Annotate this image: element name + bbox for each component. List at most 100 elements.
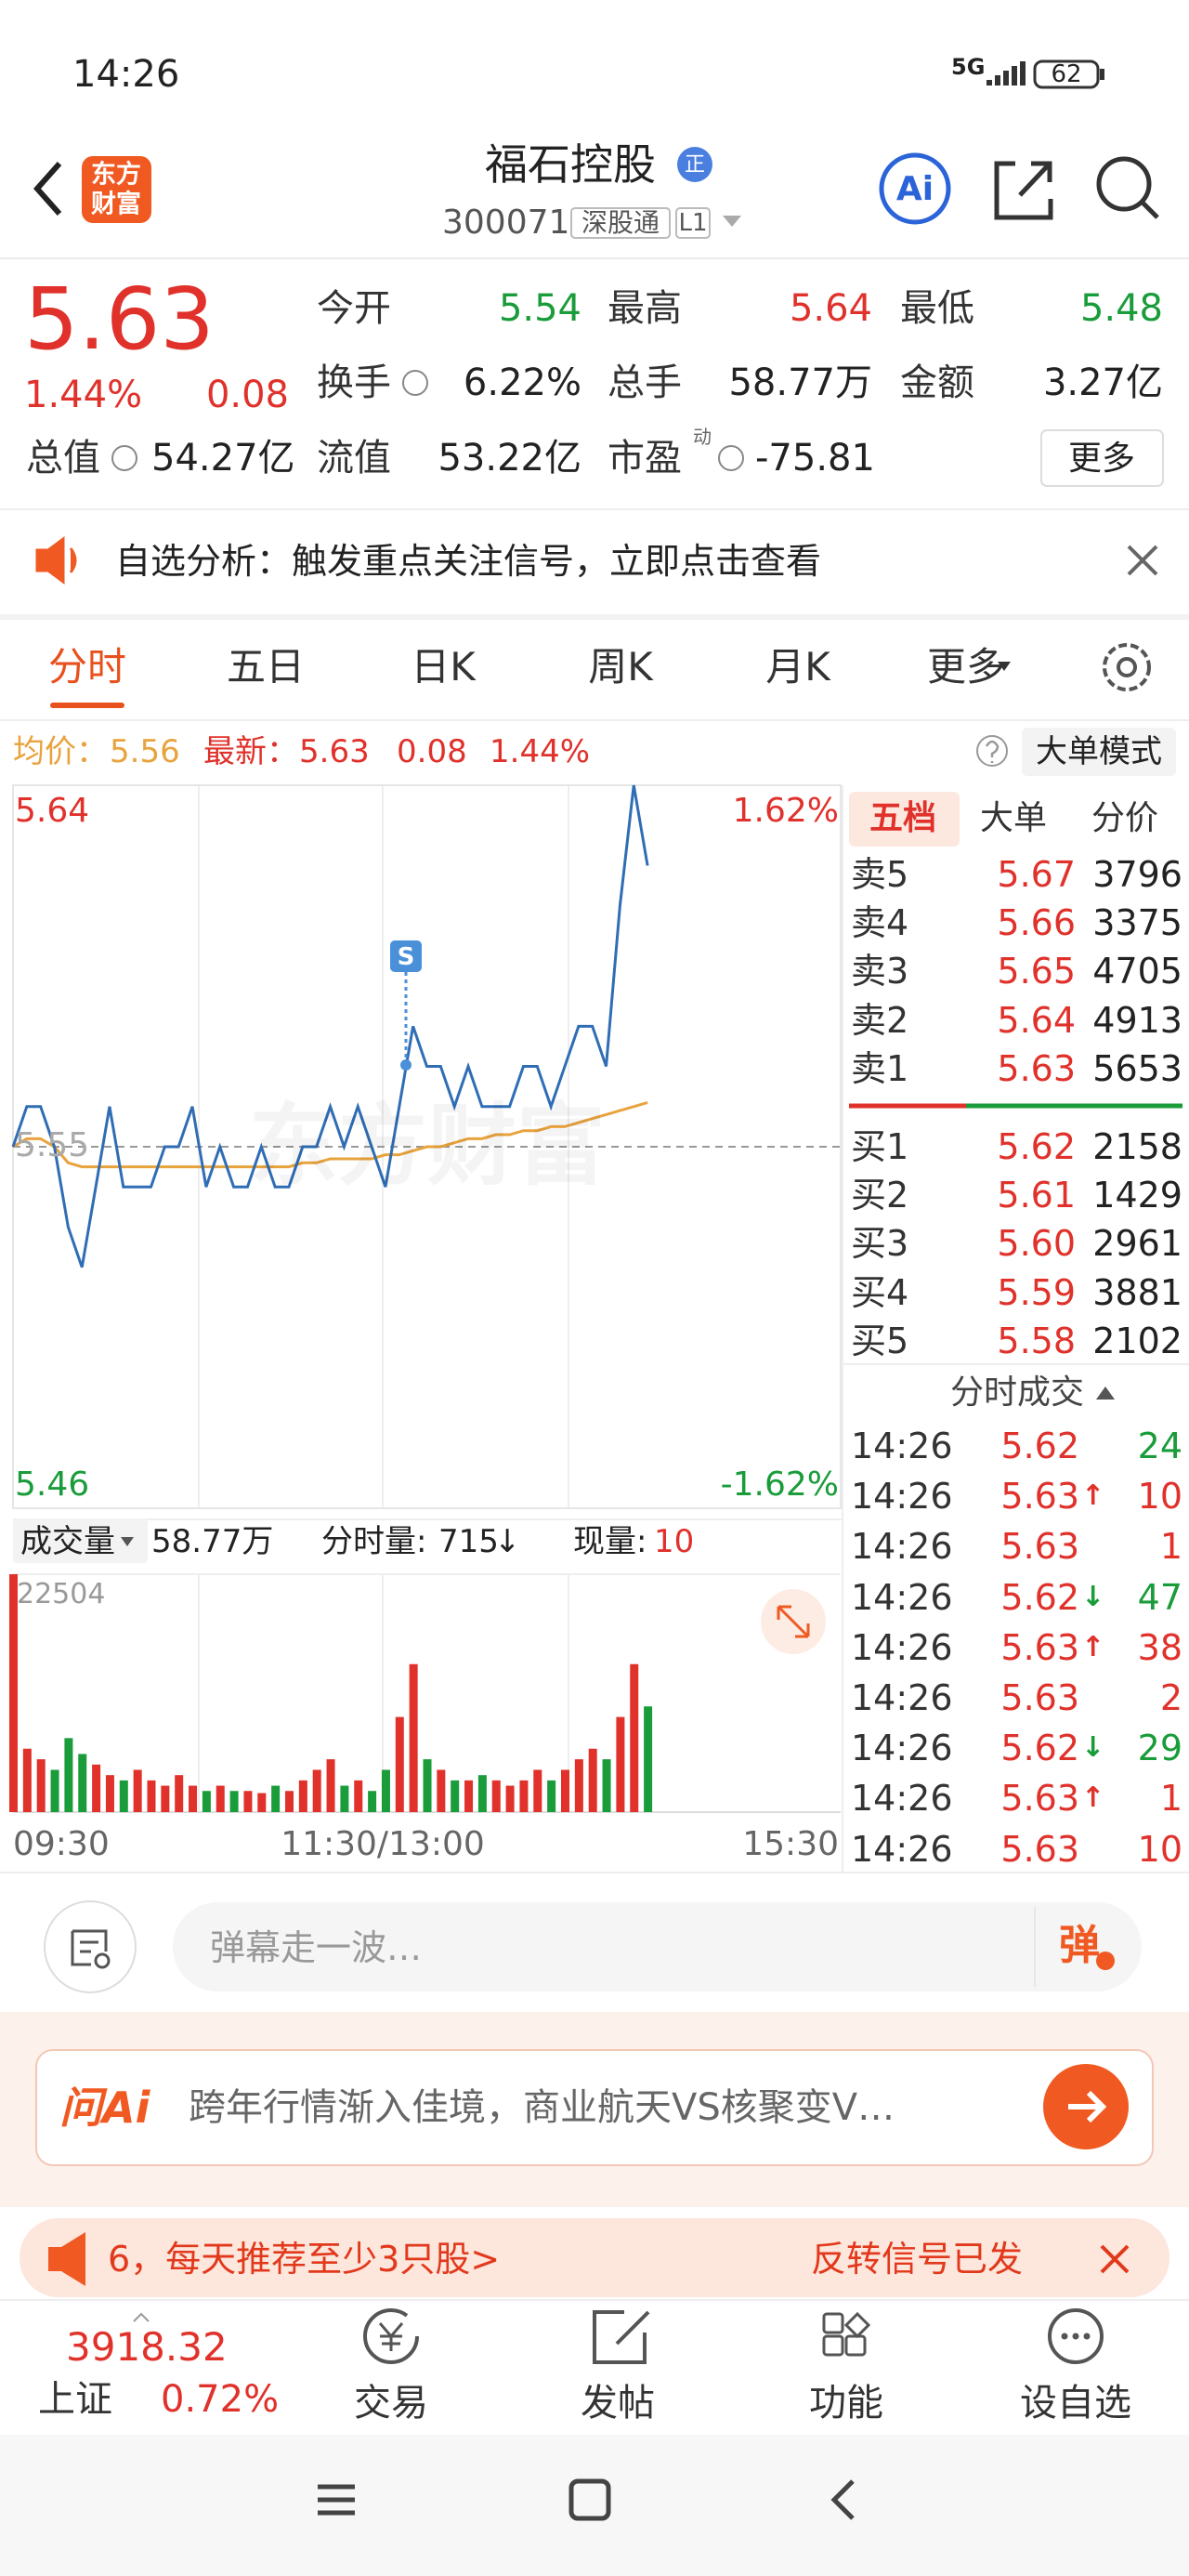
banner-text[interactable]: 自选分析：触发重点关注信号，立即点击查看	[115, 541, 822, 582]
more-button[interactable]	[1040, 429, 1164, 487]
nav-icon	[822, 2312, 844, 2334]
tab[interactable]: 五日	[226, 644, 306, 690]
signal-bar	[995, 75, 1000, 85]
volume-bar	[644, 1706, 653, 1812]
home-button[interactable]	[568, 2478, 611, 2521]
level: L1	[678, 209, 708, 237]
comment-placeholder[interactable]: 弹幕走一波…	[210, 1927, 423, 1968]
battery	[1033, 59, 1100, 89]
book-label: 卖1	[851, 1047, 909, 1089]
volume-max: 22504	[17, 1578, 106, 1610]
book-tab[interactable]: 五档	[869, 799, 937, 837]
search-button[interactable]	[1096, 156, 1152, 212]
ai-button[interactable]	[879, 152, 951, 225]
share-button[interactable]	[994, 161, 1053, 220]
nav-label[interactable]: 交易	[354, 2382, 428, 2425]
mode-label[interactable]: 大单模式	[1036, 733, 1162, 770]
tab[interactable]: 月K	[765, 644, 830, 690]
trades-title[interactable]: 分时成交	[949, 1373, 1085, 1412]
trade-volume: 47	[1137, 1576, 1182, 1618]
nav-icon	[822, 2334, 844, 2357]
index-pct: 0.72%	[161, 2378, 280, 2421]
more-button-label[interactable]: 更多	[1067, 440, 1136, 478]
help-mark	[985, 740, 1000, 763]
volume-bar	[437, 1769, 446, 1812]
book-label: 卖5	[851, 854, 909, 895]
volume-bar	[602, 1759, 611, 1812]
signal-bar	[986, 80, 992, 85]
volume-bar	[588, 1748, 597, 1812]
book-volume: 3796	[1092, 854, 1182, 895]
pct-label: -1.62%	[720, 1465, 839, 1504]
nav-label[interactable]: 功能	[809, 2382, 883, 2425]
trade-time: 14:26	[851, 1426, 953, 1466]
tab[interactable]: 日K	[411, 644, 476, 690]
volume-label[interactable]: 成交量	[20, 1523, 115, 1560]
back-nav[interactable]	[830, 2479, 855, 2520]
trade-price: 5.63	[1000, 1828, 1079, 1870]
ai-text[interactable]: 跨年行情渐入佳境，商业航天VS核聚变V…	[189, 2086, 895, 2129]
trade-arrow: ↑	[1081, 1630, 1105, 1663]
volume-bar	[161, 1785, 170, 1812]
danmaku-button[interactable]: 弹	[1059, 1922, 1100, 1969]
trade-time: 14:26	[851, 1778, 953, 1820]
book-tab[interactable]: 分价	[1091, 799, 1159, 837]
signal-bar	[1012, 66, 1017, 85]
volume-bar	[243, 1791, 253, 1812]
volume-bar	[64, 1738, 73, 1812]
ticker-text[interactable]: 反转信号已发	[811, 2239, 1024, 2280]
index-value[interactable]: 3918.32	[66, 2324, 228, 2370]
volume-selector[interactable]	[13, 1518, 148, 1563]
volume-bar	[22, 1748, 32, 1812]
close-icon[interactable]	[1100, 2244, 1130, 2274]
avg-value: 5.56	[110, 733, 180, 770]
mode-button[interactable]	[1022, 728, 1176, 776]
info-icon	[718, 445, 744, 471]
volume-bar	[189, 1785, 198, 1812]
book-price: 5.65	[997, 951, 1076, 992]
book-volume: 3375	[1092, 902, 1182, 944]
sort-arrow	[1096, 1387, 1115, 1400]
change-pct: 1.44%	[490, 733, 591, 770]
nav-label[interactable]: 设自选	[1020, 2382, 1131, 2425]
book-tab[interactable]: 大单	[979, 799, 1048, 837]
book-volume: 1429	[1092, 1175, 1182, 1216]
comment-input[interactable]	[173, 1902, 1142, 1991]
ai-label[interactable]: Ai	[895, 170, 934, 208]
stock-name: 福石控股	[485, 139, 656, 190]
book-price: 5.60	[997, 1223, 1076, 1265]
trade-arrow: ↑	[1081, 1479, 1105, 1513]
logo	[82, 156, 151, 223]
volume-bar	[312, 1769, 321, 1812]
tag: 深股通	[581, 207, 660, 238]
tag-box	[570, 207, 671, 239]
ai-box[interactable]	[35, 2049, 1154, 2166]
tab[interactable]: 分时	[47, 644, 127, 690]
settings-icon[interactable]	[1103, 643, 1151, 691]
close-icon[interactable]	[1127, 545, 1158, 576]
volume-bar	[36, 1759, 46, 1812]
volume-bar	[119, 1780, 128, 1812]
tab[interactable]: 周K	[588, 644, 653, 690]
ticker-text[interactable]: 6，每天推荐至少3只股>	[108, 2239, 501, 2280]
note-button[interactable]	[44, 1900, 137, 1993]
trade-volume: 10	[1137, 1476, 1182, 1518]
back-button[interactable]	[33, 162, 62, 216]
volume-per: 715	[438, 1523, 499, 1560]
volume-bar	[326, 1759, 335, 1812]
trade-volume: 10	[1137, 1828, 1182, 1870]
book-label: 买1	[851, 1126, 909, 1167]
trade-price: 5.63	[1000, 1526, 1079, 1568]
change: 0.08	[397, 733, 467, 770]
trade-price: 5.63	[1000, 1476, 1079, 1518]
pe-sup: 动	[693, 426, 712, 448]
volume-bar	[491, 1780, 501, 1812]
tab[interactable]: 更多	[926, 644, 1006, 690]
stat-value: 54.27亿	[151, 437, 295, 480]
menu-button[interactable]	[318, 2484, 355, 2516]
trade-arrow: ↓	[1081, 1731, 1105, 1765]
book-price: 5.64	[997, 999, 1076, 1041]
nav-label[interactable]: 发帖	[581, 2382, 655, 2425]
volume-bar	[354, 1780, 363, 1812]
